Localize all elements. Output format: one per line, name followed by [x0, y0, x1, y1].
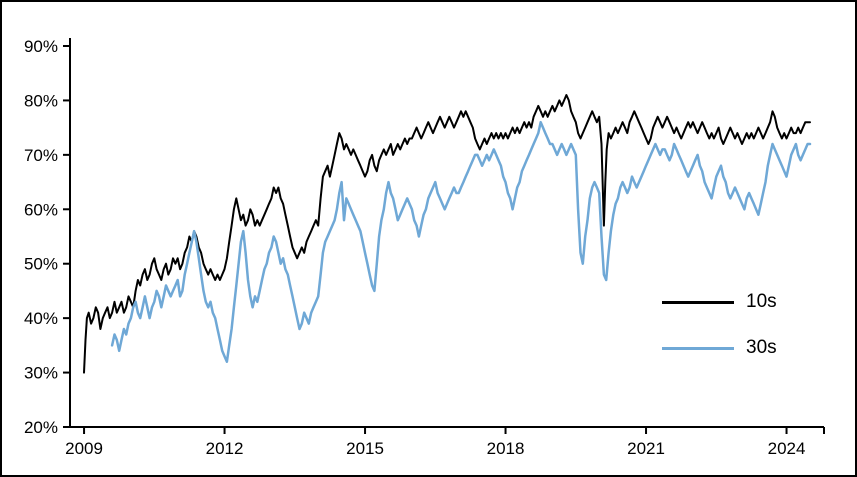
x-tick-label: 2018 — [487, 439, 525, 458]
y-tick-label: 90% — [24, 37, 58, 56]
series-line-10s — [83, 94, 811, 374]
y-tick-label: 60% — [24, 200, 58, 219]
chart-legend: 10s 30s — [662, 290, 777, 360]
y-tick-label: 20% — [24, 418, 58, 437]
x-tick-label: 2009 — [65, 439, 103, 458]
y-tick-label: 50% — [24, 255, 58, 274]
series-line-30s — [110, 120, 812, 363]
legend-label-10s: 10s — [746, 291, 777, 312]
legend-label-30s: 30s — [746, 337, 777, 358]
x-tick-label: 2024 — [768, 439, 806, 458]
x-tick-label: 2012 — [206, 439, 244, 458]
x-tick-label: 2015 — [346, 439, 384, 458]
legend-item-10s: 10s — [662, 290, 777, 314]
y-tick-label: 30% — [24, 364, 58, 383]
legend-item-30s: 30s — [662, 336, 777, 360]
legend-line-sample-10s — [662, 300, 734, 304]
y-tick-label: 80% — [24, 91, 58, 110]
y-tick-label: 40% — [24, 309, 58, 328]
x-tick-label: 2021 — [627, 439, 665, 458]
y-tick-label: 70% — [24, 146, 58, 165]
legend-line-sample-30s — [662, 346, 734, 350]
